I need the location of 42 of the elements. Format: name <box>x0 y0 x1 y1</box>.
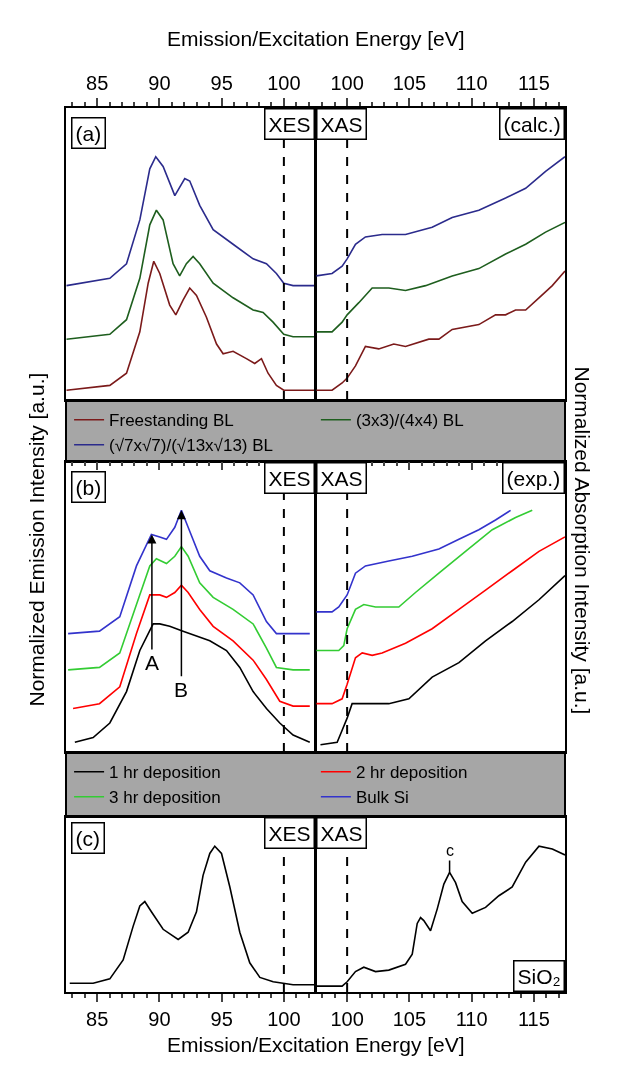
x-tick-label: 115 <box>517 72 550 94</box>
x-tick-label: 90 <box>148 72 171 94</box>
x-tick-label: 110 <box>455 72 488 94</box>
y-axis-title: Normalized Absorption Intensity [a.u.] <box>570 366 594 715</box>
annotation: SiO₂ <box>517 964 561 988</box>
annotation: c <box>446 842 454 859</box>
annotation: (c) <box>75 826 100 850</box>
x-tick-label: 85 <box>86 72 109 94</box>
x-tick-label: 110 <box>455 1008 488 1030</box>
legend-label: 3 hr deposition <box>109 788 221 808</box>
text: XES <box>268 466 311 490</box>
x-tick-label: 100 <box>267 1008 301 1030</box>
text: XAS <box>320 821 363 845</box>
legend-label: (3x3)/(4x4) BL <box>355 411 464 431</box>
x-tick-label: 100 <box>267 72 301 94</box>
text: XAS <box>320 112 363 136</box>
x-tick-label: 95 <box>210 1008 233 1030</box>
annotation: B <box>174 678 189 701</box>
legend-label: 1 hr deposition <box>109 763 221 783</box>
legend-label: (√7x√7)/(√13x√13) BL <box>109 436 274 456</box>
legend-label: Freestanding BL <box>109 411 234 431</box>
text: (b) <box>75 475 102 499</box>
x-tick-label: 100 <box>330 1008 364 1030</box>
annotation: A <box>145 651 160 674</box>
text: XES <box>268 112 311 136</box>
text: XAS <box>320 466 363 490</box>
legend-label: 2 hr deposition <box>355 763 468 783</box>
x-tick-label: 105 <box>392 72 427 94</box>
x-axis-title: Emission/Excitation Energy [eV] <box>167 1033 465 1056</box>
x-tick-label: 115 <box>517 1008 550 1030</box>
legend-label: Bulk Si <box>355 788 409 808</box>
x-tick-label: 90 <box>148 1008 171 1030</box>
text: XES <box>268 821 311 845</box>
x-tick-label: 85 <box>86 1008 109 1030</box>
text: (exp.) <box>506 466 561 490</box>
x-axis-title: Emission/Excitation Energy [eV] <box>167 27 465 50</box>
text: (calc.) <box>503 112 561 136</box>
y-axis-title: Normalized Emission Intensity [a.u.] <box>24 372 48 707</box>
x-tick-label: 95 <box>210 72 233 94</box>
x-tick-label: 100 <box>330 72 364 94</box>
text: (a) <box>75 121 102 145</box>
x-tick-label: 105 <box>392 1008 427 1030</box>
